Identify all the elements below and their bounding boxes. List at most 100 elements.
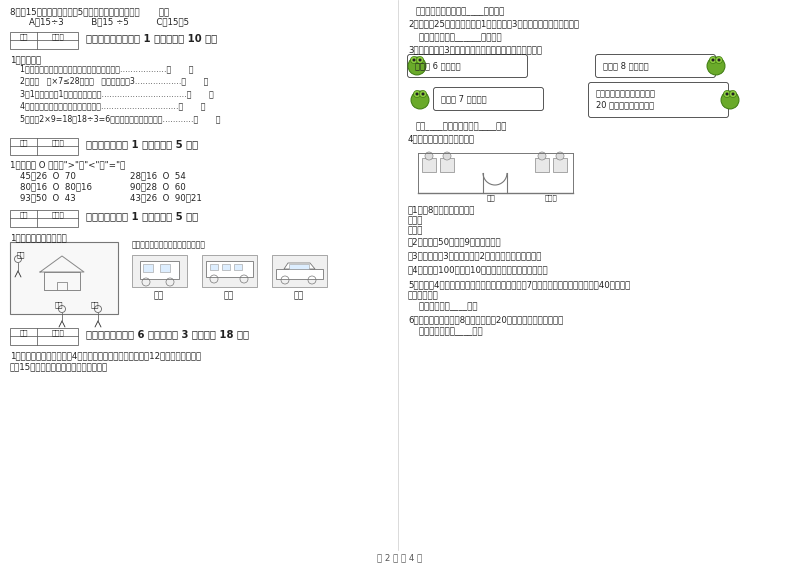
Circle shape [556,152,564,160]
Text: 6、坐一次摩天轮需要8元，淘气带了20元钱，最多可以坐几次？: 6、坐一次摩天轮需要8元，淘气带了20元钱，最多可以坐几次？ [408,315,563,324]
Text: 乘法：: 乘法： [408,216,423,225]
Text: 五、判断对与错（共 1 大题，共计 10 分）: 五、判断对与错（共 1 大题，共计 10 分） [86,33,217,43]
Text: 答：最多可以做______套衣服。: 答：最多可以做______套衣服。 [408,33,502,42]
Text: （1）买8张门票用多少元？: （1）买8张门票用多少元？ [408,205,475,214]
Text: 80－16  O  80＋16: 80－16 O 80＋16 [20,182,92,191]
Bar [422,158,436,172]
Text: 小明: 小明 [90,301,99,307]
Text: 评卷人: 评卷人 [51,211,64,218]
Text: 请你连一连，下面分别是谁看到的？: 请你连一连，下面分别是谁看到的？ [132,240,206,249]
Text: 得分: 得分 [19,211,28,218]
Bar [440,158,454,172]
Bar [10,138,78,155]
Text: 答：最多可以坐____次。: 答：最多可以坐____次。 [408,327,482,336]
Circle shape [730,90,737,98]
Circle shape [721,91,739,109]
Text: 5、小明和4个同学去公园玩，公园的儿童票是每张7元，他们一共花了多少元？带40元去，买: 5、小明和4个同学去公园玩，公园的儿童票是每张7元，他们一共花了多少元？带40元… [408,280,630,289]
Text: 评卷人: 评卷人 [51,140,64,146]
Text: 答：一共花了____元。: 答：一共花了____元。 [408,302,478,311]
Text: 答：现在鸡圈里还剩下____只小鸡。: 答：现在鸡圈里还剩下____只小鸡。 [416,7,506,16]
Text: 得分: 得分 [19,33,28,40]
Text: 八、解决问题（共 6 小题，每题 3 分，共计 18 分）: 八、解决问题（共 6 小题，每题 3 分，共计 18 分） [86,329,249,339]
Text: 90－28  O  60: 90－28 O 60 [130,182,186,191]
Circle shape [417,56,423,63]
Circle shape [715,56,722,63]
FancyBboxPatch shape [407,54,527,77]
Bar [10,242,118,314]
Bar [132,255,187,287]
Bar [10,210,78,227]
Text: 小东: 小东 [224,291,234,300]
Text: 小红: 小红 [17,251,26,258]
Text: 28＋16  O  54: 28＋16 O 54 [130,171,186,180]
Circle shape [418,59,422,62]
Text: 第 2 页 共 4 页: 第 2 页 共 4 页 [378,553,422,562]
Bar [206,261,253,277]
Circle shape [538,152,546,160]
Text: 4．称物体的质量可以用天平和米尺。…………………………（       ）: 4．称物体的质量可以用天平和米尺。…………………………（ ） [20,102,206,111]
Text: 1．一个数的最高位是万位，这个数是四位数。………………（       ）: 1．一个数的最高位是万位，这个数是四位数。………………（ ） [20,64,194,73]
Bar [289,264,309,269]
Text: 43＋26  O  90－21: 43＋26 O 90－21 [130,193,202,202]
Text: 评卷人: 评卷人 [51,329,64,336]
Text: 票的钱够吗？: 票的钱够吗？ [408,291,438,300]
Bar [272,255,327,287]
Circle shape [718,59,721,62]
Bar [210,264,218,270]
Text: 评卷人: 评卷人 [51,33,64,40]
Text: 45＋26  O  70: 45＋26 O 70 [20,171,76,180]
Text: 1．判一判。: 1．判一判。 [10,55,41,64]
Circle shape [410,56,418,63]
Bar [140,261,179,279]
Circle shape [408,57,426,75]
FancyBboxPatch shape [595,54,715,77]
Circle shape [726,93,729,95]
Text: 93－50  O  43: 93－50 O 43 [20,193,76,202]
Text: 我捉了 7 只害虫。: 我捉了 7 只害虫。 [441,94,486,103]
Circle shape [711,59,714,62]
Text: （4）小红拿100元，买10张门票，还可以剩下多少钱？: （4）小红拿100元，买10张门票，还可以剩下多少钱？ [408,265,549,274]
Text: 5．计算2×9=18和18÷3=6用的是同一句乘法口诀。…………（       ）: 5．计算2×9=18和18÷3=6用的是同一句乘法口诀。…………（ ） [20,114,221,123]
Bar [276,269,323,279]
Text: 3．1千克铁条和1千克木条一样重。……………………………（       ）: 3．1千克铁条和1千克木条一样重。……………………………（ ） [20,89,214,98]
Text: 七、连一连（共 1 大题，共计 5 分）: 七、连一连（共 1 大题，共计 5 分） [86,211,198,221]
Bar [553,158,567,172]
Circle shape [415,93,418,95]
Bar [10,32,78,49]
Bar [160,264,170,272]
Text: 加法：: 加法： [408,226,423,235]
Circle shape [731,93,734,95]
Text: 得分: 得分 [19,329,28,336]
Text: A、15÷3          B、15 ÷5          C、15－5: A、15÷3 B、15 ÷5 C、15－5 [18,17,189,26]
FancyBboxPatch shape [434,88,543,111]
Bar [234,264,242,270]
Text: 得分: 得分 [19,140,28,146]
Text: 1．观察物体，连一连。: 1．观察物体，连一连。 [10,233,66,242]
Bar [143,264,153,272]
Circle shape [411,91,429,109]
Text: 1．小明家的鸡圈里原来有4只小鸡，妈妈上个星期买来捉了12只，这个星期又买: 1．小明家的鸡圈里原来有4只小鸡，妈妈上个星期买来捉了12只，这个星期又买 [10,351,201,360]
Bar [222,264,230,270]
Circle shape [425,152,433,160]
Text: 1．我会在 O 里填上">"，"<"，"="。: 1．我会在 O 里填上">"，"<"，"="。 [10,160,126,169]
Text: 六、比一比（共 1 大题，共计 5 分）: 六、比一比（共 1 大题，共计 5 分） [86,139,198,149]
Circle shape [710,56,717,63]
Text: 小红: 小红 [154,291,164,300]
Text: 8．有15个苹果，小明吃了5个，还有几个？列式为（       ）。: 8．有15个苹果，小明吃了5个，还有几个？列式为（ ）。 [10,7,169,16]
Text: （2）小厢拿50元，买9张门票够吗？: （2）小厢拿50元，买9张门票够吗？ [408,237,502,246]
Text: 我捉了 6 只害虫。: 我捉了 6 只害虫。 [415,61,461,70]
Text: 3、青蛙妈妈和3只小青蛙比，谁捉的害虫多？多多少只？: 3、青蛙妈妈和3只小青蛙比，谁捉的害虫多？多多少只？ [408,45,542,54]
Text: 4、星期日同学们去游乐园。: 4、星期日同学们去游乐园。 [408,134,475,143]
Circle shape [443,152,451,160]
Text: 20 只了，我们来比赛。: 20 只了，我们来比赛。 [596,100,654,109]
Bar [10,328,78,345]
Text: （3）小红买了3张门票，还剩2元钱，小红带了多少钱？: （3）小红买了3张门票，还剩2元钱，小红带了多少钱？ [408,251,542,260]
Text: 我捉了 8 只害虫。: 我捉了 8 只害虫。 [603,61,649,70]
Text: 小李: 小李 [54,301,63,307]
Circle shape [723,90,730,98]
Bar [202,255,257,287]
Text: 孩子们，加油！我已经捉了: 孩子们，加油！我已经捉了 [596,89,656,98]
Bar [535,158,549,172]
Polygon shape [284,263,315,269]
Text: 捉了15只，现在鸡圈里还剩下几只小鸡？: 捉了15只，现在鸡圈里还剩下几只小鸡？ [10,362,108,371]
